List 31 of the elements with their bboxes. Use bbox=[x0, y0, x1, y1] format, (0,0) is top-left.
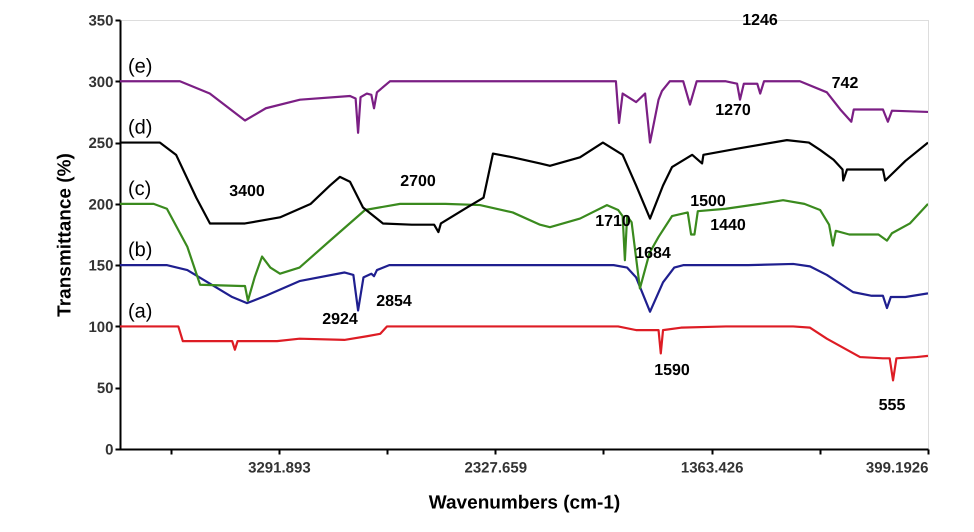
series-label: (a) bbox=[128, 300, 152, 322]
y-tick-label: 50 bbox=[96, 380, 114, 398]
x-axis-title: Wavenumbers (cm-1) bbox=[428, 492, 620, 514]
annotation: 2854 bbox=[376, 293, 412, 310]
y-tick-label: 250 bbox=[88, 135, 114, 152]
annotation: 1246 bbox=[742, 12, 778, 29]
annotation: 2924 bbox=[322, 311, 358, 328]
y-tick-label: 350 bbox=[88, 12, 114, 30]
x-tick-label: 399.1926 bbox=[866, 460, 928, 476]
line-series bbox=[120, 325, 928, 382]
y-tick-label: 100 bbox=[88, 318, 114, 336]
y-axis-title: Transmittance (%) bbox=[54, 153, 76, 317]
x-tick-label: 1363.426 bbox=[680, 460, 744, 476]
annotation: 742 bbox=[832, 75, 858, 92]
annotation: 1440 bbox=[710, 217, 746, 234]
annotation: 1590 bbox=[654, 362, 690, 379]
annotation: 2700 bbox=[400, 173, 436, 190]
series-label: (b) bbox=[128, 239, 152, 262]
series-label: (d) bbox=[128, 116, 152, 139]
y-tick-label: 200 bbox=[88, 196, 114, 214]
y-tick-label: 300 bbox=[88, 74, 114, 91]
annotation: 3400 bbox=[229, 183, 265, 200]
annotation: 1500 bbox=[690, 193, 726, 210]
annotation: 555 bbox=[878, 397, 906, 414]
annotation: 1270 bbox=[715, 102, 751, 119]
y-tick-label: 150 bbox=[88, 258, 114, 275]
x-tick-label: 3291.893 bbox=[248, 460, 311, 476]
x-tick-label: 2327.659 bbox=[464, 460, 528, 476]
series-label: (c) bbox=[128, 178, 152, 200]
y-tick-label: 0 bbox=[105, 442, 114, 458]
series-label: (e) bbox=[128, 55, 152, 78]
